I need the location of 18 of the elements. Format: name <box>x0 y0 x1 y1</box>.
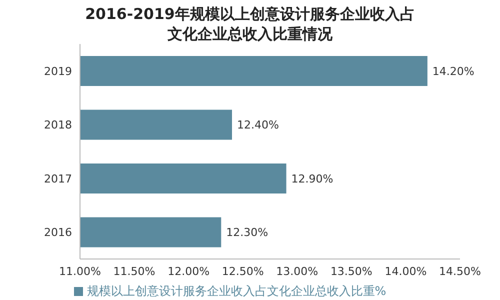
x-tick-label: 11.50% <box>113 264 156 278</box>
x-tick-label: 12.50% <box>222 264 264 278</box>
x-tick-label: 11.00% <box>59 264 101 278</box>
x-tick-label: 14.00% <box>384 264 427 278</box>
y-tick-label: 2017 <box>44 172 72 186</box>
y-tick-label: 2016 <box>44 226 72 240</box>
x-tick-label: 12.00% <box>168 264 210 278</box>
chart-title: 2016-2019年规模以上创意设计服务企业收入占文化企业总收入比重情况 <box>84 4 416 44</box>
data-label: 12.30% <box>226 226 268 240</box>
legend-label: 规模以上创意设计服务企业收入占文化企业总收入比重% <box>86 284 386 298</box>
data-label: 12.90% <box>291 172 334 186</box>
x-tick-label: 13.00% <box>276 264 318 278</box>
data-label: 14.20% <box>432 64 474 78</box>
x-tick-label: 13.50% <box>330 264 372 278</box>
y-tick-label: 2019 <box>44 64 72 78</box>
data-label: 12.40% <box>237 118 279 132</box>
x-tick-label: 14.50% <box>439 264 481 278</box>
y-tick-label: 2018 <box>44 118 72 132</box>
